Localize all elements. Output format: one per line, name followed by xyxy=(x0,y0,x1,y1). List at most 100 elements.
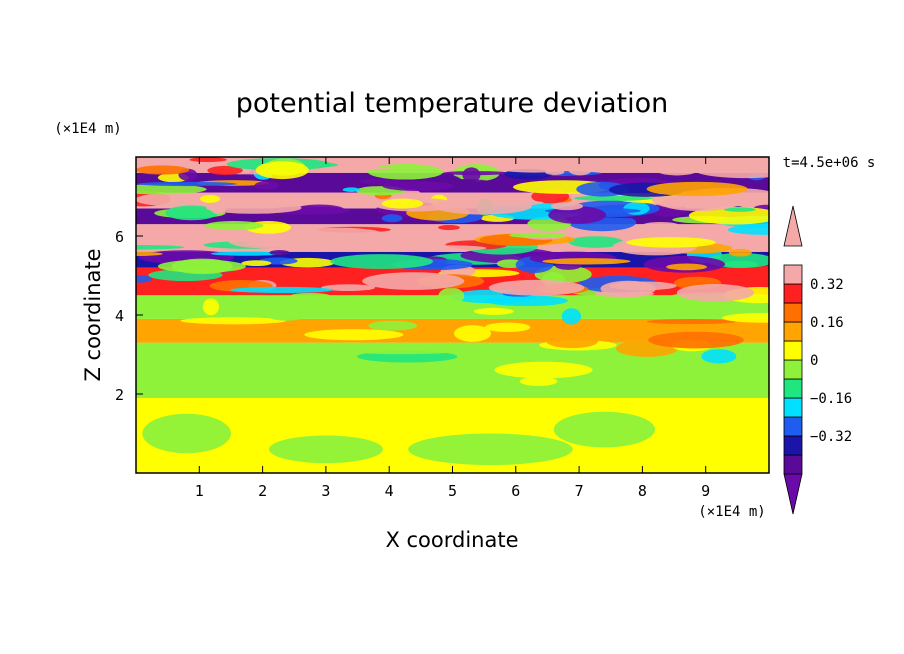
field-structure xyxy=(723,207,756,212)
field-structure xyxy=(353,349,452,355)
time-label: t=4.5e+06 s xyxy=(783,155,876,171)
field-structure xyxy=(296,229,324,236)
field-structure xyxy=(494,361,593,379)
field-structure xyxy=(701,349,737,364)
field-structure xyxy=(567,162,593,176)
colorbar-tick-label: 0 xyxy=(810,353,818,369)
field-structure xyxy=(561,308,582,325)
colorbar-swatch xyxy=(783,397,803,418)
field-structure xyxy=(473,307,514,315)
colorbar-swatch xyxy=(783,264,803,285)
field-structure xyxy=(454,325,492,342)
field-structure xyxy=(676,284,755,302)
field-structure xyxy=(325,379,372,386)
field-structure xyxy=(462,167,481,183)
y-axis-label: Z coordinate xyxy=(81,248,105,381)
field-structure xyxy=(192,326,262,333)
y-axis-ticks: 2 4 6 xyxy=(115,228,143,404)
x-axis-ticks: 1 2 3 4 5 6 7 8 9 xyxy=(195,157,710,500)
field-structure xyxy=(548,206,607,224)
colorbar-under-arrow xyxy=(783,473,803,515)
field-structure xyxy=(268,435,383,464)
y-tick-label: 6 xyxy=(115,228,124,246)
field-structure xyxy=(229,286,334,293)
field-structure xyxy=(626,237,716,248)
field-structure xyxy=(268,311,306,321)
x-tick-label: 2 xyxy=(258,482,267,500)
field-structure xyxy=(189,157,227,163)
field-structure xyxy=(508,232,567,239)
field-structure xyxy=(202,298,220,316)
x-tick-label: 3 xyxy=(321,482,330,500)
field-structure xyxy=(291,292,330,299)
colorbar-tick-label: −0.16 xyxy=(810,391,852,407)
field-structure xyxy=(136,275,153,283)
field-structure xyxy=(648,331,744,349)
field-structure xyxy=(542,258,631,265)
field-structure xyxy=(646,181,748,197)
chart-title: potential temperature deviation xyxy=(236,88,668,119)
y-tick-label: 4 xyxy=(115,307,124,325)
x-tick-label: 5 xyxy=(448,482,457,500)
colorbar-tick-label: 0.16 xyxy=(810,315,844,331)
colorbar-swatch xyxy=(783,359,803,380)
field-structure xyxy=(519,376,558,386)
field-structure xyxy=(304,329,404,341)
colorbar-swatch xyxy=(783,416,803,437)
field-structure xyxy=(694,161,769,179)
colorbar-swatch xyxy=(783,378,803,399)
field-structure xyxy=(228,233,297,249)
y-unit-label: (×1E4 m) xyxy=(54,121,121,137)
field-structure xyxy=(269,250,290,256)
field-structure xyxy=(646,319,737,325)
field-structure xyxy=(254,181,279,190)
field-structure xyxy=(367,164,444,180)
colorbar-swatch xyxy=(783,454,803,475)
field-structure xyxy=(546,334,598,349)
plot-area xyxy=(136,157,769,473)
field-structure xyxy=(330,254,434,269)
field-structure xyxy=(210,251,284,256)
colorbar-over-arrow xyxy=(783,205,803,247)
field-structure xyxy=(136,251,163,257)
x-tick-label: 6 xyxy=(511,482,520,500)
colorbar-swatch xyxy=(783,435,803,456)
field-structure xyxy=(568,236,624,248)
field-band xyxy=(136,390,769,398)
field-structure xyxy=(496,163,573,173)
field-structures xyxy=(136,157,769,466)
field-structure xyxy=(437,224,460,231)
x-tick-label: 7 xyxy=(575,482,584,500)
field-structure xyxy=(381,214,403,223)
field-structure xyxy=(136,244,185,250)
field-structure xyxy=(180,317,287,325)
colorbar-tick-label: 0.32 xyxy=(810,277,844,293)
field-structure xyxy=(617,224,685,236)
field-structure xyxy=(342,187,360,192)
colorbar: 0.32 0.16 0 −0.16 −0.32 xyxy=(783,205,852,515)
field-structure xyxy=(408,433,573,466)
field-structure xyxy=(136,193,203,206)
field-structure xyxy=(573,195,653,201)
field-structure xyxy=(433,197,532,215)
field-structure xyxy=(381,198,424,209)
field-structure xyxy=(255,161,309,180)
colorbar-tick-label: −0.32 xyxy=(810,429,852,445)
field-structure xyxy=(205,201,302,214)
field-structure xyxy=(721,312,769,323)
field-structure xyxy=(207,165,243,176)
x-axis-label: X coordinate xyxy=(385,528,518,552)
colorbar-swatch xyxy=(783,302,803,323)
x-tick-label: 4 xyxy=(385,482,394,500)
field-structure xyxy=(488,279,585,296)
field-structure xyxy=(165,205,218,221)
field-structure xyxy=(200,194,221,203)
colorbar-swatch xyxy=(783,283,803,304)
field-structure xyxy=(241,260,272,267)
field-structure xyxy=(728,248,752,257)
field-structure xyxy=(654,161,700,176)
x-tick-label: 1 xyxy=(195,482,204,500)
colorbar-swatch xyxy=(783,321,803,342)
field-structure xyxy=(204,220,264,231)
